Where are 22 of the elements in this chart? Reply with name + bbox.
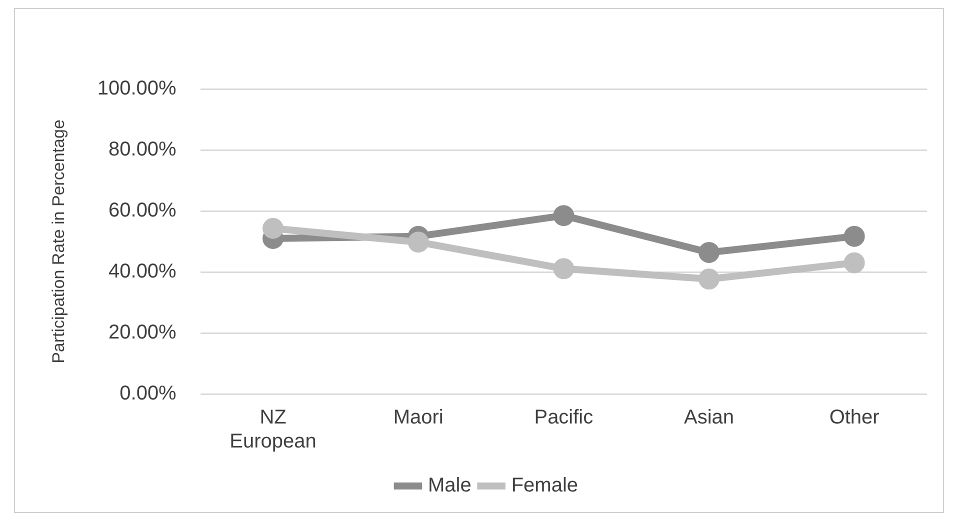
y-tick-label: 60.00% (108, 200, 177, 222)
y-tick-label: 0.00% (120, 382, 177, 405)
point (844, 226, 865, 247)
x-tick-label: Asian (684, 406, 734, 429)
x-tick-label: Pacific (534, 406, 594, 429)
point (698, 242, 720, 263)
y-tick-label: 20.00% (108, 322, 177, 344)
legend-label: Female (511, 474, 578, 497)
point (844, 252, 865, 274)
point (553, 205, 574, 226)
x-tick-label: Other (829, 406, 880, 429)
legend-label: Male (428, 474, 472, 497)
y-tick-label: 100.00% (97, 78, 177, 100)
point (698, 268, 720, 290)
point (262, 218, 284, 239)
x-tick-label: NZ European (230, 406, 316, 453)
y-axis-title: Participation Rate in Percentage (48, 120, 68, 364)
point (553, 258, 574, 280)
y-tick-label: 40.00% (108, 260, 177, 283)
point (408, 232, 429, 253)
x-tick-label: Maori (393, 406, 444, 429)
y-tick-label: 80.00% (108, 138, 177, 161)
